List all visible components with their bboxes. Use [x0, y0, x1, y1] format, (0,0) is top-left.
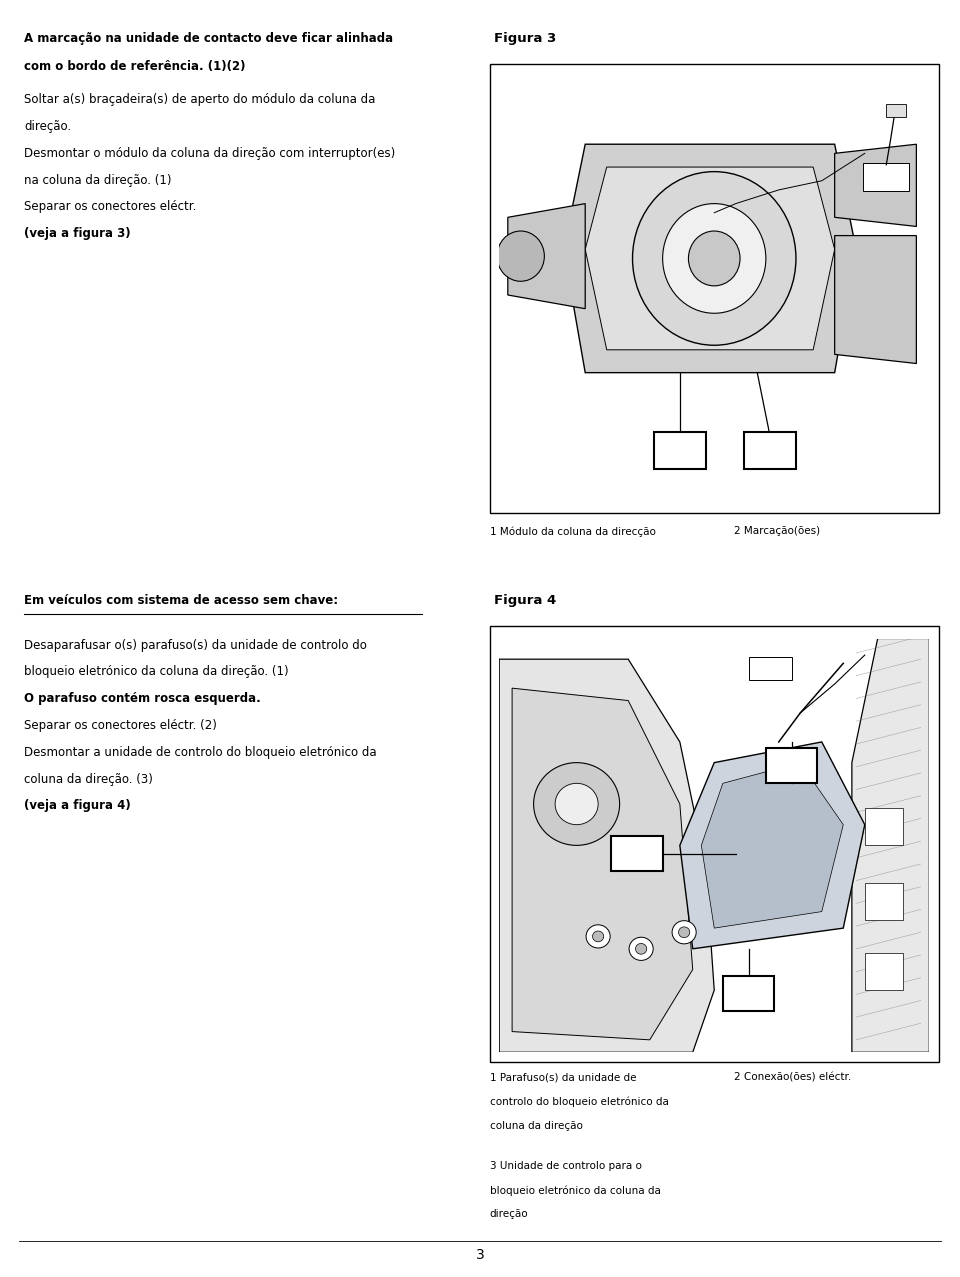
- Polygon shape: [586, 167, 834, 350]
- Circle shape: [662, 203, 766, 313]
- Text: bloqueio eletrónico da coluna da: bloqueio eletrónico da coluna da: [490, 1185, 660, 1195]
- Text: Soltar a(s) braçadeira(s) de aperto do módulo da coluna da: Soltar a(s) braçadeira(s) de aperto do m…: [24, 93, 375, 106]
- Bar: [766, 748, 818, 783]
- Circle shape: [633, 171, 796, 345]
- Circle shape: [629, 937, 653, 960]
- Text: coluna da direção: coluna da direção: [490, 1121, 583, 1131]
- Text: 2: 2: [787, 760, 796, 773]
- Text: RMI: RMI: [765, 665, 776, 670]
- Circle shape: [586, 925, 611, 948]
- Text: 2 Conexão(ões) eléctr.: 2 Conexão(ões) eléctr.: [734, 1073, 852, 1083]
- Text: 2 Marcação(ões): 2 Marcação(ões): [734, 526, 821, 536]
- Text: 3: 3: [744, 987, 753, 1000]
- Text: 3: 3: [475, 1248, 485, 1262]
- Polygon shape: [499, 659, 714, 1052]
- Circle shape: [534, 762, 619, 845]
- Text: Em veículos com sistema de acesso sem chave:: Em veículos com sistema de acesso sem ch…: [24, 594, 338, 607]
- Text: controlo do bloqueio eletrónico da: controlo do bloqueio eletrónico da: [490, 1097, 668, 1107]
- Text: RMI: RMI: [881, 175, 892, 180]
- Text: direção: direção: [490, 1209, 528, 1220]
- Bar: [865, 808, 903, 845]
- Circle shape: [497, 231, 544, 281]
- Polygon shape: [834, 235, 917, 364]
- Circle shape: [555, 783, 598, 825]
- Text: 1: 1: [676, 444, 684, 457]
- Bar: [490, 626, 939, 1062]
- FancyBboxPatch shape: [863, 163, 909, 192]
- Bar: [865, 953, 903, 990]
- Bar: [723, 976, 775, 1011]
- Polygon shape: [508, 203, 586, 309]
- Text: Separar os conectores eléctr. (2): Separar os conectores eléctr. (2): [24, 719, 217, 732]
- Text: O parafuso contém rosca esquerda.: O parafuso contém rosca esquerda.: [24, 692, 261, 705]
- Bar: [865, 882, 903, 919]
- Text: Separar os conectores eléctr.: Separar os conectores eléctr.: [24, 200, 197, 213]
- Bar: [749, 658, 792, 679]
- Text: A marcação na unidade de contacto deve ficar alinhada: A marcação na unidade de contacto deve f…: [24, 32, 394, 45]
- Text: com o bordo de referência. (1)(2): com o bordo de referência. (1)(2): [24, 60, 246, 73]
- Circle shape: [636, 944, 647, 954]
- Bar: [490, 64, 939, 513]
- Text: (veja a figura 3): (veja a figura 3): [24, 227, 131, 240]
- Text: na coluna da direção. (1): na coluna da direção. (1): [24, 174, 172, 186]
- Text: 1: 1: [633, 847, 641, 861]
- Text: bloqueio eletrónico da coluna da direção. (1): bloqueio eletrónico da coluna da direção…: [24, 665, 289, 678]
- Circle shape: [688, 231, 740, 286]
- Polygon shape: [512, 688, 693, 1039]
- Circle shape: [672, 921, 696, 944]
- Bar: [654, 432, 706, 469]
- Polygon shape: [680, 742, 865, 949]
- Polygon shape: [702, 762, 843, 928]
- Bar: [744, 432, 796, 469]
- Text: Desmontar a unidade de controlo do bloqueio eletrónico da: Desmontar a unidade de controlo do bloqu…: [24, 746, 376, 759]
- Polygon shape: [564, 144, 856, 373]
- Text: Figura 4: Figura 4: [494, 594, 557, 607]
- Polygon shape: [834, 144, 917, 226]
- Polygon shape: [852, 638, 929, 1052]
- Text: 1 Módulo da coluna da direcção: 1 Módulo da coluna da direcção: [490, 526, 656, 536]
- Circle shape: [679, 927, 689, 937]
- Bar: [611, 836, 662, 871]
- Circle shape: [592, 931, 604, 941]
- Text: 3 Unidade de controlo para o: 3 Unidade de controlo para o: [490, 1161, 641, 1171]
- Text: (veja a figura 4): (veja a figura 4): [24, 799, 131, 812]
- Text: 2: 2: [766, 444, 775, 457]
- Text: Desaparafusar o(s) parafuso(s) da unidade de controlo do: Desaparafusar o(s) parafuso(s) da unidad…: [24, 638, 367, 651]
- Text: Desmontar o módulo da coluna da direção com interruptor(es): Desmontar o módulo da coluna da direção …: [24, 147, 396, 160]
- Bar: [886, 103, 905, 116]
- Text: 1 Parafuso(s) da unidade de: 1 Parafuso(s) da unidade de: [490, 1073, 636, 1083]
- Text: direção.: direção.: [24, 120, 71, 133]
- Text: Figura 3: Figura 3: [494, 32, 557, 45]
- Text: coluna da direção. (3): coluna da direção. (3): [24, 773, 153, 785]
